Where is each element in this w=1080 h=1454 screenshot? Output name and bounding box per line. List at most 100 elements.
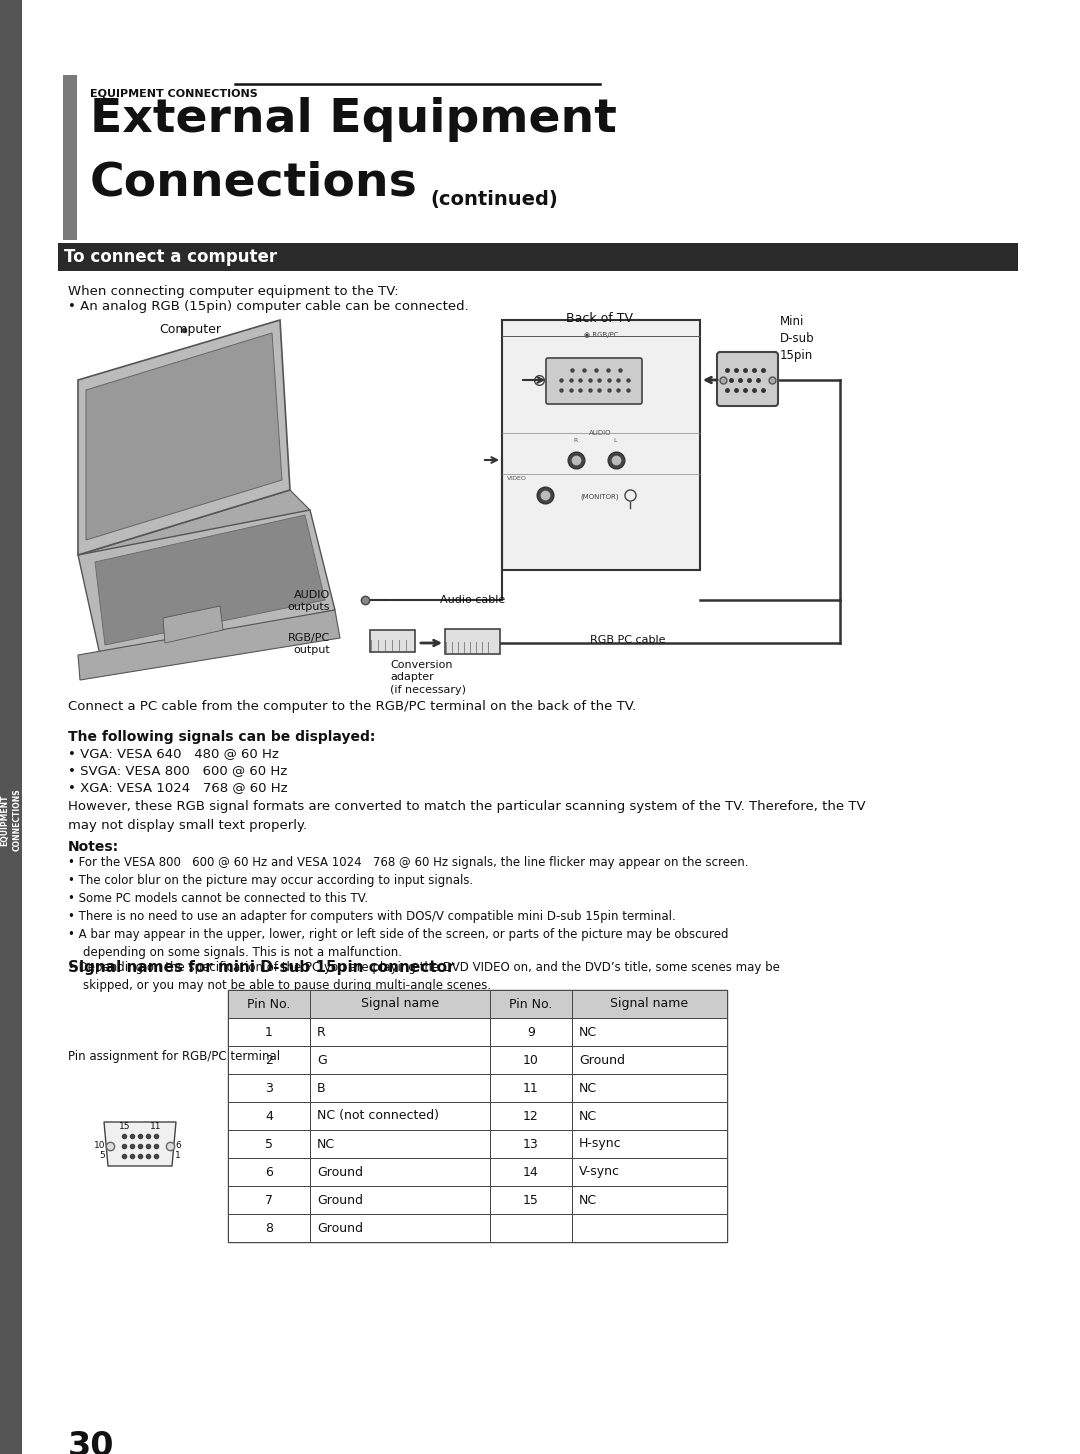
Text: When connecting computer equipment to the TV:: When connecting computer equipment to th… xyxy=(68,285,399,298)
Bar xyxy=(228,1102,310,1130)
Bar xyxy=(490,1130,572,1157)
Bar xyxy=(572,1045,727,1075)
Bar xyxy=(310,1130,490,1157)
Polygon shape xyxy=(78,320,291,555)
Text: Signal name: Signal name xyxy=(610,997,689,1011)
Bar xyxy=(490,1214,572,1242)
Bar xyxy=(228,1018,310,1045)
Bar xyxy=(228,1186,310,1214)
Bar xyxy=(310,1075,490,1102)
Text: 2: 2 xyxy=(265,1054,273,1066)
Text: • Depending on the specification of the PC you are playing the DVD VIDEO on, and: • Depending on the specification of the … xyxy=(68,961,780,992)
Text: 4: 4 xyxy=(265,1109,273,1122)
Text: 5: 5 xyxy=(99,1152,105,1160)
Text: Connections: Connections xyxy=(90,160,418,205)
Text: 1: 1 xyxy=(265,1025,273,1038)
Text: B: B xyxy=(318,1082,326,1095)
FancyBboxPatch shape xyxy=(546,358,642,404)
Text: RGB/PC
output: RGB/PC output xyxy=(287,632,330,656)
Bar xyxy=(310,1214,490,1242)
Text: • XGA: VESA 1024   768 @ 60 Hz: • XGA: VESA 1024 768 @ 60 Hz xyxy=(68,781,287,794)
Bar xyxy=(310,990,490,1018)
Bar xyxy=(0,0,22,1454)
Bar xyxy=(572,1018,727,1045)
FancyBboxPatch shape xyxy=(717,352,778,406)
Bar xyxy=(310,1045,490,1075)
Text: (continued): (continued) xyxy=(430,190,557,209)
Bar xyxy=(310,1186,490,1214)
Text: 12: 12 xyxy=(523,1109,539,1122)
Text: Pin No.: Pin No. xyxy=(510,997,553,1011)
Text: • For the VESA 800   600 @ 60 Hz and VESA 1024   768 @ 60 Hz signals, the line f: • For the VESA 800 600 @ 60 Hz and VESA … xyxy=(68,856,748,869)
Bar xyxy=(63,76,77,240)
Bar xyxy=(228,1130,310,1157)
Text: 9: 9 xyxy=(527,1025,535,1038)
Text: Back of TV: Back of TV xyxy=(567,313,634,326)
Text: To connect a computer: To connect a computer xyxy=(64,249,278,266)
Polygon shape xyxy=(163,606,222,643)
Bar xyxy=(445,630,500,654)
Text: • The color blur on the picture may occur according to input signals.: • The color blur on the picture may occu… xyxy=(68,874,473,887)
Text: AUDIO: AUDIO xyxy=(589,430,611,436)
Text: 6: 6 xyxy=(175,1141,180,1150)
Text: NC (not connected): NC (not connected) xyxy=(318,1109,438,1122)
Bar xyxy=(490,1157,572,1186)
Text: NC: NC xyxy=(579,1109,597,1122)
Bar xyxy=(228,990,727,1242)
Text: AUDIO
outputs: AUDIO outputs xyxy=(287,590,330,612)
Bar xyxy=(572,1102,727,1130)
Text: • An analog RGB (15pin) computer cable can be connected.: • An analog RGB (15pin) computer cable c… xyxy=(68,300,469,313)
Polygon shape xyxy=(86,333,282,539)
Text: Ground: Ground xyxy=(318,1194,363,1207)
Text: G: G xyxy=(318,1054,327,1066)
Bar xyxy=(572,990,727,1018)
Text: NC: NC xyxy=(318,1137,335,1150)
Text: 15: 15 xyxy=(119,1122,130,1131)
Text: RGB PC cable: RGB PC cable xyxy=(590,635,665,646)
Text: 3: 3 xyxy=(265,1082,273,1095)
Text: Pin No.: Pin No. xyxy=(247,997,291,1011)
Text: 11: 11 xyxy=(523,1082,539,1095)
Bar xyxy=(228,1157,310,1186)
Text: Audio cable: Audio cable xyxy=(440,595,505,605)
Text: R: R xyxy=(572,438,577,443)
Text: Ground: Ground xyxy=(579,1054,625,1066)
Bar xyxy=(490,1045,572,1075)
Bar xyxy=(370,630,415,651)
Text: ◉ RGB/PC: ◉ RGB/PC xyxy=(584,332,618,337)
Polygon shape xyxy=(78,611,340,680)
Text: 13: 13 xyxy=(523,1137,539,1150)
Bar xyxy=(490,1075,572,1102)
Text: • There is no need to use an adapter for computers with DOS/V compatible mini D-: • There is no need to use an adapter for… xyxy=(68,910,676,923)
Bar xyxy=(58,243,1018,270)
Bar xyxy=(572,1186,727,1214)
Text: NC: NC xyxy=(579,1194,597,1207)
Bar xyxy=(228,1075,310,1102)
Text: 10: 10 xyxy=(94,1141,105,1150)
Bar xyxy=(572,1075,727,1102)
Text: V-sync: V-sync xyxy=(579,1166,620,1179)
Text: Pin assignment for RGB/PC terminal: Pin assignment for RGB/PC terminal xyxy=(68,1050,280,1063)
Text: 10: 10 xyxy=(523,1054,539,1066)
Text: (MONITOR): (MONITOR) xyxy=(580,493,619,500)
Bar xyxy=(310,1157,490,1186)
Bar xyxy=(502,320,700,570)
Text: Computer: Computer xyxy=(159,323,221,336)
Text: 15: 15 xyxy=(523,1194,539,1207)
Text: 5: 5 xyxy=(265,1137,273,1150)
Text: 14: 14 xyxy=(523,1166,539,1179)
Text: EQUIPMENT CONNECTIONS: EQUIPMENT CONNECTIONS xyxy=(90,89,258,99)
Text: NC: NC xyxy=(579,1025,597,1038)
Text: • VGA: VESA 640   480 @ 60 Hz: • VGA: VESA 640 480 @ 60 Hz xyxy=(68,747,279,760)
Polygon shape xyxy=(95,515,325,646)
Bar xyxy=(310,1102,490,1130)
Bar xyxy=(490,1102,572,1130)
Text: However, these RGB signal formats are converted to match the particular scanning: However, these RGB signal formats are co… xyxy=(68,800,866,832)
Text: 6: 6 xyxy=(265,1166,273,1179)
Text: Notes:: Notes: xyxy=(68,840,119,853)
Text: VIDEO: VIDEO xyxy=(507,475,527,481)
Text: Ground: Ground xyxy=(318,1221,363,1234)
Bar xyxy=(490,990,572,1018)
Polygon shape xyxy=(78,510,335,654)
Bar xyxy=(572,1214,727,1242)
